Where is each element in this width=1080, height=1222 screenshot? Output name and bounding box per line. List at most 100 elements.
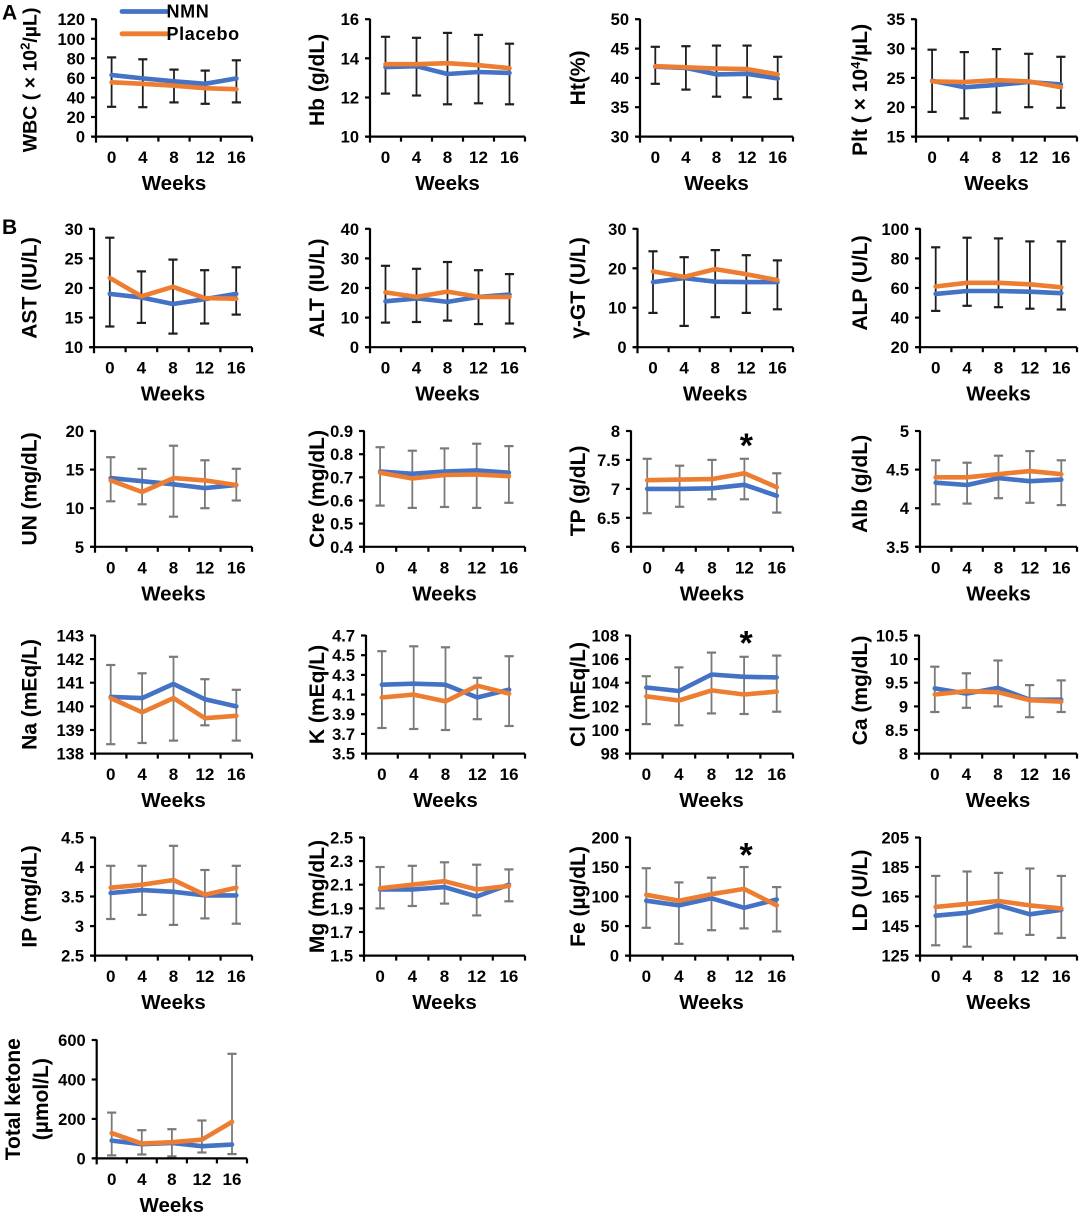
svg-text:Weeks: Weeks [680,582,745,605]
svg-text:108: 108 [591,628,619,646]
svg-text:TP (g/dL): TP (g/dL) [567,446,590,537]
svg-text:UN (mg/dL): UN (mg/dL) [19,432,42,545]
svg-text:Weeks: Weeks [684,172,749,195]
svg-text:8: 8 [994,558,1003,577]
svg-text:8: 8 [707,765,716,784]
svg-text:12: 12 [192,1170,211,1189]
svg-text:35: 35 [887,11,905,29]
svg-text:12: 12 [467,558,486,577]
svg-text:8: 8 [707,558,716,577]
svg-text:60: 60 [891,280,909,298]
svg-text:4: 4 [137,558,147,577]
svg-text:16: 16 [767,967,786,986]
svg-text:Plt ( × 104​/µL): Plt ( × 104​/µL) [848,24,872,156]
svg-text:100: 100 [591,722,619,740]
svg-text:16: 16 [227,967,246,986]
svg-text:9: 9 [899,698,908,716]
svg-text:0: 0 [77,1150,86,1168]
svg-text:8: 8 [169,148,178,167]
svg-text:0: 0 [931,558,940,577]
svg-text:14: 14 [341,50,360,68]
svg-text:8: 8 [899,746,908,764]
svg-text:0: 0 [931,967,940,986]
svg-text:0.4: 0.4 [330,539,354,557]
svg-text:8: 8 [712,148,721,167]
svg-text:Weeks: Weeks [413,789,478,812]
svg-text:100: 100 [591,889,619,907]
svg-text:Weeks: Weeks [964,172,1029,195]
svg-text:30: 30 [341,250,359,268]
svg-text:0: 0 [610,948,619,966]
svg-text:15: 15 [65,310,83,328]
svg-text:5: 5 [900,423,909,441]
svg-text:0.6: 0.6 [330,493,353,511]
svg-text:0: 0 [381,359,390,378]
svg-text:10.5: 10.5 [876,628,908,646]
svg-text:Weeks: Weeks [966,789,1031,812]
svg-text:8: 8 [169,558,178,577]
svg-text:4: 4 [137,1170,147,1189]
svg-text:Weeks: Weeks [141,789,206,812]
svg-text:0: 0 [381,148,390,167]
svg-text:4: 4 [674,765,684,784]
svg-text:0: 0 [651,148,660,167]
svg-text:Weeks: Weeks [683,383,748,406]
svg-text:16: 16 [499,967,518,986]
svg-text:12: 12 [195,558,214,577]
svg-text:Weeks: Weeks [141,383,206,406]
svg-text:3.7: 3.7 [332,726,355,744]
svg-text:138: 138 [56,746,84,764]
svg-text:8: 8 [443,148,452,167]
svg-text:A: A [2,2,17,25]
svg-text:Weeks: Weeks [415,383,480,406]
svg-text:ALP (U/L): ALP (U/L) [849,235,872,330]
svg-text:Weeks: Weeks [142,172,207,195]
svg-text:10: 10 [65,339,83,357]
svg-text:6: 6 [611,539,620,557]
svg-text:12: 12 [196,148,215,167]
svg-text:(µmol/L): (µmol/L) [30,1058,53,1140]
svg-text:1.9: 1.9 [330,900,353,918]
svg-text:0: 0 [107,1170,116,1189]
svg-text:16: 16 [500,359,519,378]
svg-text:Hb (g/dL): Hb (g/dL) [306,34,329,126]
svg-text:2.3: 2.3 [330,853,353,871]
svg-text:Total ketone: Total ketone [2,1038,25,1160]
svg-text:140: 140 [56,698,84,716]
svg-text:Weeks: Weeks [412,991,477,1014]
svg-text:125: 125 [881,948,909,966]
svg-text:8: 8 [710,359,719,378]
svg-text:LD (U/L): LD (U/L) [849,850,872,932]
svg-text:4: 4 [960,148,970,167]
svg-text:8: 8 [167,1170,176,1189]
svg-text:4: 4 [962,967,972,986]
svg-text:0: 0 [105,359,114,378]
svg-text:3.5: 3.5 [886,539,909,557]
svg-text:4.5: 4.5 [332,647,355,665]
svg-text:8: 8 [994,359,1003,378]
svg-text:Weeks: Weeks [679,789,744,812]
svg-text:8: 8 [440,967,449,986]
svg-text:4: 4 [137,359,147,378]
svg-text:50: 50 [601,918,619,936]
svg-text:12: 12 [195,765,214,784]
svg-text:0: 0 [377,765,386,784]
svg-text:12: 12 [195,359,214,378]
svg-text:3.9: 3.9 [332,706,355,724]
svg-text:12: 12 [738,148,757,167]
svg-text:8: 8 [611,423,620,441]
svg-text:10: 10 [890,651,908,669]
svg-text:4.5: 4.5 [886,462,909,480]
svg-text:Cre (mg/dL): Cre (mg/dL) [306,430,329,548]
svg-text:20: 20 [66,423,84,441]
svg-text:8: 8 [707,967,716,986]
svg-text:4: 4 [900,500,910,518]
svg-text:12: 12 [735,967,754,986]
svg-text:0: 0 [642,558,651,577]
svg-text:15: 15 [887,129,905,147]
svg-text:Weeks: Weeks [140,1194,205,1217]
svg-text:16: 16 [341,11,359,29]
svg-text:4: 4 [408,558,418,577]
svg-text:40: 40 [891,310,909,328]
svg-text:12: 12 [341,90,359,108]
